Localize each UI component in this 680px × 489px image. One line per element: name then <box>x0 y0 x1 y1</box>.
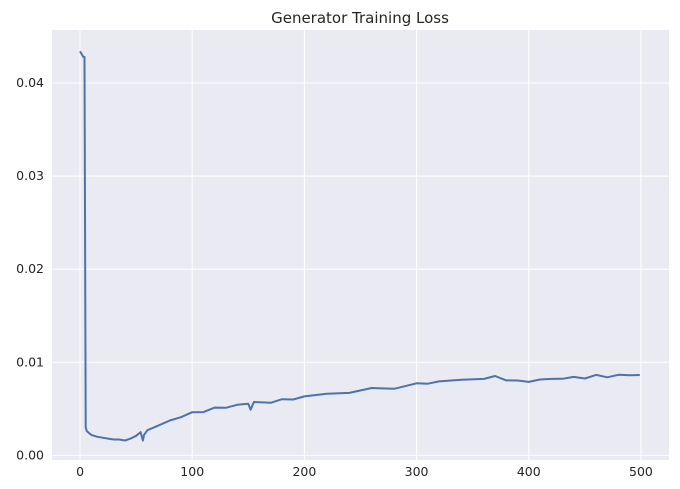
x-tick-label: 400 <box>517 464 541 479</box>
y-tick-label: 0.01 <box>16 354 44 369</box>
x-tick-label: 500 <box>629 464 653 479</box>
series-line <box>79 50 640 442</box>
x-tick-label: 200 <box>292 464 316 479</box>
x-tick-label: 100 <box>180 464 204 479</box>
y-tick-label: 0.04 <box>16 75 44 90</box>
y-tick-label: 0.03 <box>16 168 44 183</box>
x-tick-label: 0 <box>76 464 84 479</box>
y-tick-label: 0.00 <box>16 447 44 462</box>
tick-labels: 0 100 200 300 400 500 0.00 0.01 0.02 0.03 0.04 <box>16 75 653 479</box>
grid <box>52 30 669 460</box>
chart-title: Generator Training Loss <box>271 9 449 27</box>
y-tick-label: 0.02 <box>16 261 44 276</box>
x-tick-label: 300 <box>405 464 429 479</box>
chart-background <box>52 30 669 460</box>
